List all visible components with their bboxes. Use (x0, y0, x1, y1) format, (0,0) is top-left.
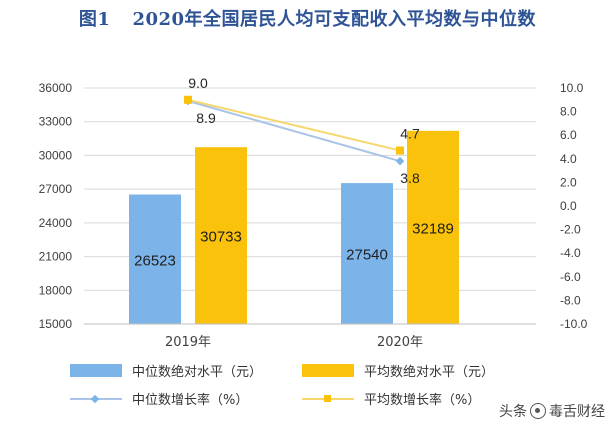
bar-value-label: 26523 (134, 252, 176, 269)
median-growth-line (187, 100, 401, 163)
watermark-prefix: 头条 (499, 404, 527, 420)
axes: 36000 33000 30000 27000 24000 21000 18000 15000… (39, 81, 588, 350)
legend-swatch-median-line (70, 392, 122, 405)
y-left-tick-label: 33000 (39, 115, 73, 129)
legend-mean-line: 平均数增长率（%） (302, 390, 534, 408)
mean-bar (195, 147, 247, 324)
figure-number: 图1 (78, 9, 111, 30)
data-labels: 26523 30733 27540 32189 8.9 3.8 9.0 4.7 (134, 75, 454, 269)
growth-value-label: 4.7 (400, 126, 420, 142)
median-growth-point (395, 156, 405, 166)
y-right-tick-label: -2.0 (560, 223, 581, 237)
legend-swatch-mean-line (302, 392, 354, 405)
legend-swatch-mean-bar (302, 363, 354, 377)
legend-median-line: 中位数增长率（%） (70, 390, 302, 408)
y-right-tick-label: 2.0 (560, 175, 577, 189)
bar-value-label: 27540 (346, 247, 388, 264)
legend-label-median-line: 中位数增长率（%） (132, 392, 249, 408)
y-left-tick-label: 21000 (39, 250, 73, 264)
growth-lines (183, 95, 405, 166)
growth-value-label: 3.8 (400, 170, 420, 186)
median-bar (341, 183, 393, 324)
bar-value-label: 30733 (200, 229, 242, 246)
legend: 中位数绝对水平（元） 平均数绝对水平（元） 中位数增长率（%） 平均数增长率（%… (70, 362, 540, 408)
watermark: 头条 毒舌财经 (499, 401, 605, 421)
y-left-tick-label: 24000 (39, 216, 73, 230)
y-left-tick-label: 18000 (39, 283, 73, 297)
median-bar (129, 194, 181, 324)
growth-value-label: 9.0 (188, 75, 208, 91)
watermark-account: 毒舌财经 (549, 404, 605, 420)
x-tick-label: 2020年 (377, 335, 423, 350)
mean-growth-point (396, 146, 404, 155)
bars (129, 130, 459, 324)
legend-label-median-bar: 中位数绝对水平（元） (132, 364, 263, 380)
y-right-tick-label: -4.0 (560, 246, 581, 260)
title-text: 2020年全国居民人均可支配收入平均数与中位数 (132, 9, 537, 30)
y-right-tick-label: -10.0 (560, 317, 588, 331)
legend-swatch-median-bar (70, 363, 122, 377)
y-right-tick-label: -6.0 (560, 270, 581, 284)
legend-median-bar: 中位数绝对水平（元） (70, 362, 302, 380)
mean-growth-point (184, 95, 192, 104)
y-right-tick-label: 0.0 (560, 199, 577, 213)
y-right-tick-label: 8.0 (560, 105, 577, 119)
y-right-tick-label: -8.0 (560, 293, 581, 307)
y-left-tick-label: 30000 (39, 148, 73, 162)
watermark-logo-icon (530, 403, 546, 419)
chart-title: 图1 2020年全国居民人均可支配收入平均数与中位数 (0, 5, 615, 31)
y-left-tick-label: 27000 (39, 182, 73, 196)
y-left-tick-label: 15000 (39, 317, 73, 331)
y-right-tick-label: 10.0 (560, 81, 584, 95)
x-tick-label: 2019年 (165, 335, 211, 350)
legend-label-mean-line: 平均数增长率（%） (364, 392, 481, 408)
y-right-tick-label: 6.0 (560, 128, 577, 142)
legend-mean-bar: 平均数绝对水平（元） (302, 362, 534, 380)
mean-bar (407, 130, 459, 324)
y-left-tick-label: 36000 (39, 81, 73, 95)
mean-growth-line (187, 98, 401, 152)
bar-value-label: 32189 (412, 220, 454, 237)
y-right-tick-label: 4.0 (560, 152, 577, 166)
growth-value-label: 8.9 (196, 110, 216, 126)
legend-label-mean-bar: 平均数绝对水平（元） (364, 364, 495, 380)
